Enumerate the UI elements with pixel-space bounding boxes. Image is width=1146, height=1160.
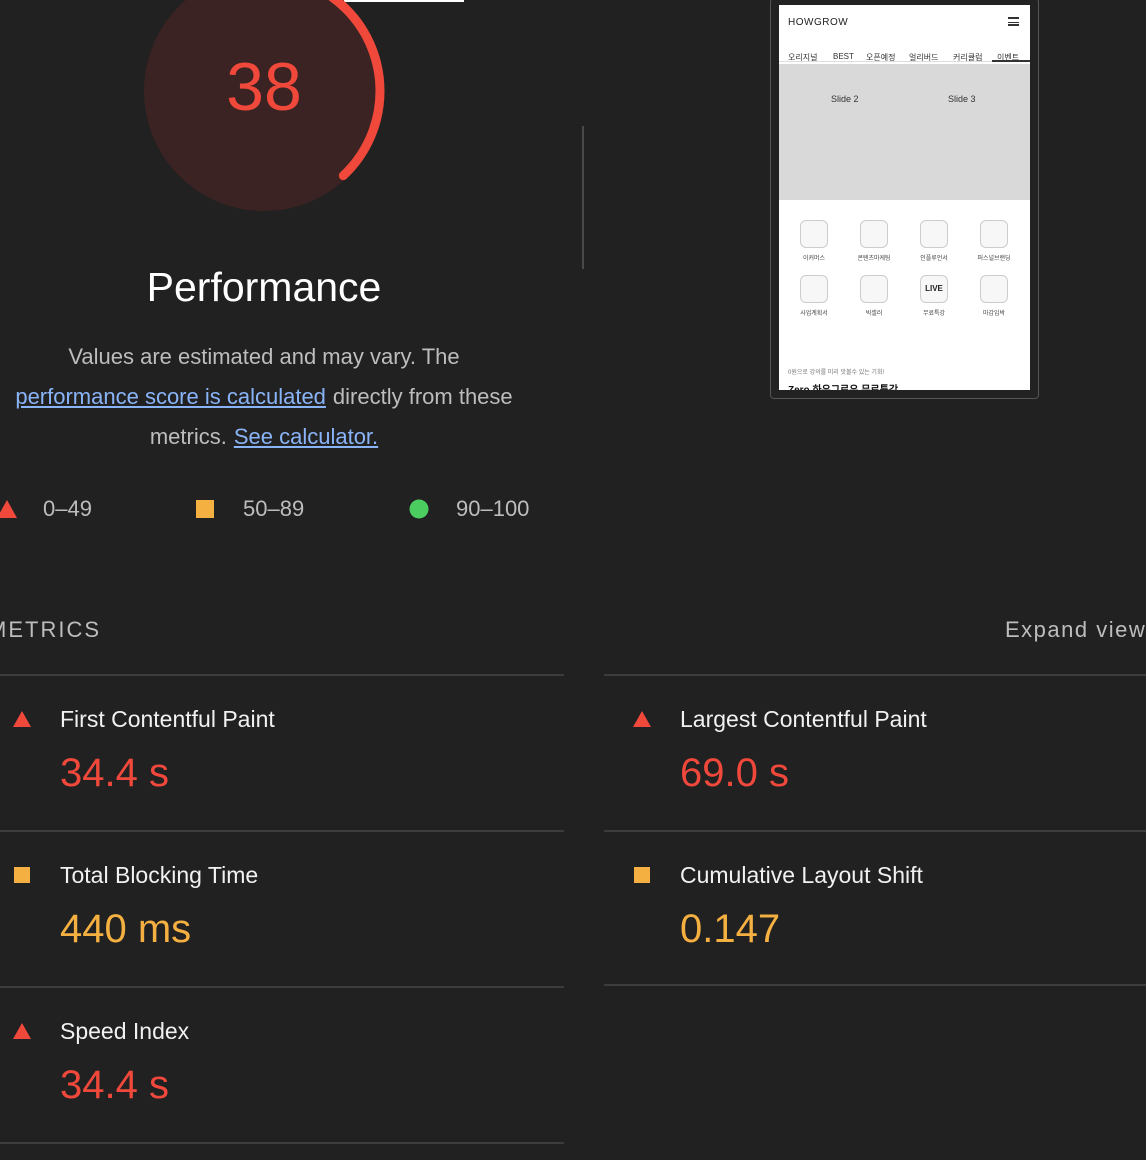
gauge-arc (143, 0, 385, 212)
metric-title: Speed Index (60, 1018, 190, 1044)
triangle (13, 1023, 31, 1039)
square (634, 867, 650, 883)
metric-title: Total Blocking Time (60, 862, 259, 888)
metric-title: Largest Contentful Paint (680, 706, 927, 732)
tab: BEST (833, 52, 854, 61)
gauge: 38 (143, 0, 385, 212)
metric-value: 440 ms (60, 907, 192, 951)
category-icon (800, 220, 828, 248)
category-icon (920, 220, 948, 248)
triangle (13, 711, 31, 727)
screenshot: HOWGROW 0원으로 강의를 미리 맛볼수 있는 기회! Zero 하우그로… (779, 5, 1030, 390)
score: 38 (226, 49, 302, 125)
gauge-title: Performance (146, 264, 382, 310)
legend-label: 90–100 (456, 496, 530, 521)
slide-label: Slide 3 (948, 94, 976, 104)
expand-view[interactable]: Expand view (1005, 617, 1146, 642)
triangle (633, 711, 651, 727)
tab: 이벤트 (997, 53, 1020, 62)
tab-active (992, 60, 1030, 62)
metric-value: 34.4 s (60, 751, 169, 795)
text: directly from these (332, 384, 513, 409)
description: metrics. See calculator. (0, 417, 564, 457)
category-label: 빅셀러 (865, 311, 883, 317)
circle (409, 499, 429, 519)
tab: 얼리버드 (909, 53, 939, 62)
rating-icon (13, 1023, 31, 1039)
category-label: 이커머스 (802, 256, 826, 262)
row-divider (0, 1142, 564, 1144)
metrics-header: METRICS (0, 617, 101, 642)
description: Values are estimated and may vary. The (68, 344, 460, 369)
rating-icon (0, 500, 17, 518)
metric-value: 34.4 s (60, 1063, 169, 1107)
category-icon (980, 220, 1008, 248)
tab: 커리큘럼 (953, 53, 983, 62)
row-divider (0, 986, 564, 988)
square (14, 867, 30, 883)
link[interactable]: performance score is calculated (15, 384, 326, 409)
rating-icon (409, 499, 429, 519)
category-icon (860, 275, 888, 303)
metric-value: 0.147 (680, 907, 781, 951)
category-label: 사업계획서 (800, 311, 828, 317)
metric-value: 69.0 s (680, 751, 789, 795)
description: performance score is calculated directly … (0, 377, 564, 417)
metric-title: Cumulative Layout Shift (680, 862, 923, 888)
promo: 0원으로 강의를 미리 맛볼수 있는 기회! (788, 370, 885, 376)
triangle (0, 500, 17, 518)
rating-icon (13, 711, 31, 727)
tab-line (779, 61, 1030, 62)
divider (582, 126, 584, 269)
brand: HOWGROW (788, 17, 849, 28)
category-icon (860, 220, 888, 248)
category-label: 무료특강 (922, 311, 946, 317)
category-icon (800, 275, 828, 303)
row-divider (0, 674, 564, 676)
category-label: 마감임박 (982, 311, 1006, 317)
live-badge: LIVE (925, 284, 943, 293)
link[interactable]: See calculator. (233, 424, 379, 449)
row-divider (604, 984, 1146, 986)
rating-icon (633, 711, 651, 727)
metric-title: First Contentful Paint (60, 706, 275, 732)
legend-label: 50–89 (243, 496, 305, 521)
row-divider (604, 674, 1146, 676)
tab-indicator (344, 0, 464, 2)
headline: Zero 하우그로우 무료특강 (788, 381, 898, 390)
slider (779, 64, 1030, 200)
square (196, 500, 214, 518)
row-divider (0, 830, 564, 832)
rating-icon (196, 500, 214, 518)
rating-icon (634, 867, 650, 883)
slide-label: Slide 2 (831, 94, 859, 104)
category-icon: LIVE (920, 275, 948, 303)
text: metrics. (149, 424, 227, 449)
tab: 오픈예정 (866, 53, 896, 62)
menu-icon (1008, 17, 1019, 26)
category-label: 퍼스널브랜딩 (977, 256, 1011, 262)
row-divider (604, 830, 1146, 832)
category-icon (980, 275, 1008, 303)
category-label: 인플루언서 (920, 256, 948, 262)
gauge-bg (144, 0, 384, 211)
legend-label: 0–49 (43, 496, 92, 521)
tab: 오리지널 (788, 53, 818, 62)
category-label: 콘텐츠마케팅 (857, 256, 891, 262)
rating-icon (14, 867, 30, 883)
